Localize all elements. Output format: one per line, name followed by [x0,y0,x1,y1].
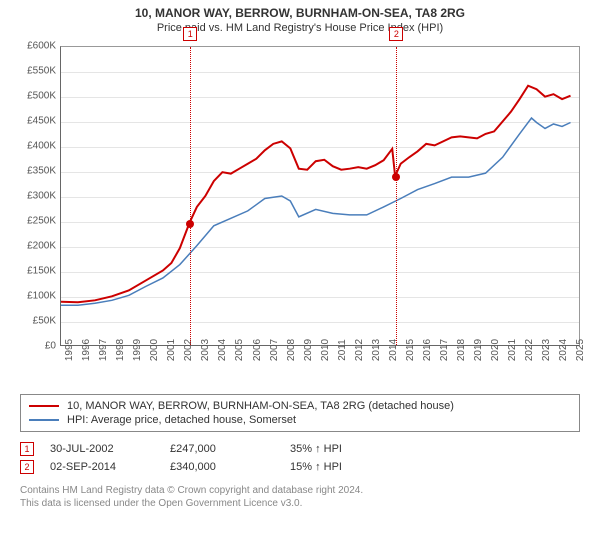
sale-marker-box: 2 [389,27,403,41]
legend-label: HPI: Average price, detached house, Some… [67,414,296,426]
sale-price: £247,000 [170,443,290,455]
y-axis-label: £450K [27,116,56,127]
legend-swatch [29,419,59,421]
sale-marker-line [396,47,397,345]
sale-id-box: 1 [20,442,34,456]
y-axis-label: £550K [27,66,56,77]
y-axis-label: £0 [45,341,56,352]
legend-item: 10, MANOR WAY, BERROW, BURNHAM-ON-SEA, T… [29,399,571,413]
page-title: 10, MANOR WAY, BERROW, BURNHAM-ON-SEA, T… [0,6,600,20]
y-axis-label: £100K [27,291,56,302]
sale-marker-box: 1 [183,27,197,41]
sale-marker-dot [392,173,400,181]
chart-lines [61,47,579,345]
sale-delta: 35% ↑ HPI [290,443,410,455]
y-axis-label: £350K [27,166,56,177]
page-subtitle: Price paid vs. HM Land Registry's House … [0,22,600,34]
y-axis-label: £600K [27,41,56,52]
sale-marker-dot [186,220,194,228]
y-axis-label: £150K [27,266,56,277]
legend-item: HPI: Average price, detached house, Some… [29,413,571,427]
licence-text: Contains HM Land Registry data © Crown c… [20,484,580,510]
price-chart: 12 £0 £50K £100K £150K £200K £250K £300K £350K £… [10,38,590,388]
y-axis-label: £400K [27,141,56,152]
plot-area: 12 [60,46,580,346]
sale-date: 02-SEP-2014 [50,461,170,473]
sale-delta: 15% ↑ HPI [290,461,410,473]
sale-price: £340,000 [170,461,290,473]
sale-date: 30-JUL-2002 [50,443,170,455]
y-axis-label: £300K [27,191,56,202]
licence-line: This data is licensed under the Open Gov… [20,497,580,510]
legend: 10, MANOR WAY, BERROW, BURNHAM-ON-SEA, T… [20,394,580,432]
y-axis-label: £50K [33,316,56,327]
sale-row: 2 02-SEP-2014£340,00015% ↑ HPI [20,458,580,476]
y-axis-label: £250K [27,216,56,227]
sale-id-box: 2 [20,460,34,474]
y-axis-label: £500K [27,91,56,102]
sale-row: 1 30-JUL-2002£247,00035% ↑ HPI [20,440,580,458]
legend-label: 10, MANOR WAY, BERROW, BURNHAM-ON-SEA, T… [67,400,454,412]
y-axis-label: £200K [27,241,56,252]
sale-marker-line [190,47,191,345]
sales-list: 1 30-JUL-2002£247,00035% ↑ HPI 2 02-SEP-201… [20,440,580,476]
licence-line: Contains HM Land Registry data © Crown c… [20,484,580,497]
legend-swatch [29,405,59,407]
